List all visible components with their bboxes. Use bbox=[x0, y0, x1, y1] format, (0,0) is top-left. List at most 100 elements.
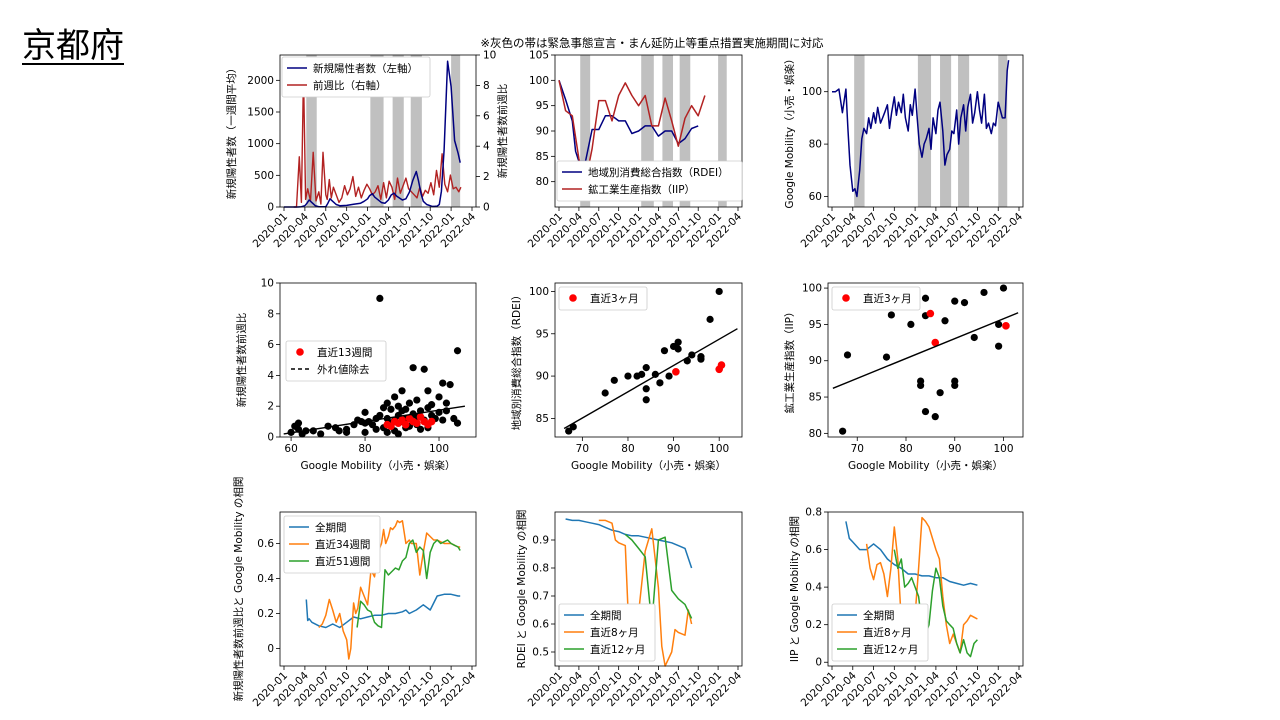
scatter3-ytick-label: 100 bbox=[802, 283, 822, 295]
indices-ytick-label: 105 bbox=[529, 50, 549, 62]
scatter1-point bbox=[428, 401, 436, 409]
cases-ytick-label: 0 bbox=[267, 202, 274, 214]
scatter2-legend-marker bbox=[569, 294, 577, 302]
scatter2-point bbox=[660, 347, 669, 355]
scatter1-point bbox=[446, 381, 454, 389]
scatter2-ylabel: 地域別消費総合指数（RDEI） bbox=[510, 290, 523, 431]
scatter2-point bbox=[656, 379, 664, 387]
scatter2-point bbox=[610, 376, 618, 384]
corr1-ytick-label: 0.6 bbox=[257, 538, 274, 550]
corr2-ytick-label: 0.5 bbox=[532, 647, 549, 659]
scatter3-ytick-label: 95 bbox=[809, 319, 822, 331]
scatter3-xtick-label: 100 bbox=[993, 443, 1013, 455]
chart-scatter3: 70 80 90 100 80 85 90 95 100 鉱工業生産指数（IIP） Google M… bbox=[783, 282, 1024, 472]
corr2-series-0 bbox=[565, 518, 693, 569]
scatter1-point bbox=[435, 393, 443, 401]
corr1-ylabel: 新規陽性者数前週比と Google Mobility の相関 bbox=[232, 477, 245, 702]
scatter1-point bbox=[439, 379, 447, 387]
cases-ytick-label: 6 bbox=[483, 110, 490, 122]
indices-legend-label: 鉱工業生産指数（IIP） bbox=[588, 183, 695, 196]
scatter2-point bbox=[601, 389, 609, 397]
scatter2-ytick-label: 100 bbox=[529, 286, 549, 298]
indices-series-0 bbox=[558, 80, 699, 163]
page-title: 京都府 bbox=[22, 26, 124, 66]
scatter2-point bbox=[624, 372, 632, 380]
corr3-legend-label: 直近8ヶ月 bbox=[863, 626, 912, 639]
mobility-shade-band bbox=[917, 55, 932, 207]
indices-legend-box bbox=[556, 160, 743, 202]
cases-ylabel: 新規陽性者数（一週間平均） bbox=[225, 63, 238, 200]
mobility-ytick-label: 80 bbox=[809, 139, 822, 151]
scatter2-point bbox=[651, 370, 659, 378]
corr1-legend-label: 直近51週間 bbox=[315, 555, 370, 568]
mobility-shade-band bbox=[940, 55, 952, 207]
scatter3-point bbox=[941, 317, 949, 325]
corr3-legend-box bbox=[831, 603, 929, 662]
scatter1-point bbox=[342, 428, 351, 436]
corr3-ytick-label: 0 bbox=[815, 657, 822, 669]
scatter3-recent-point bbox=[926, 309, 935, 318]
scatter1-point bbox=[424, 387, 432, 395]
corr2-ytick-label: 0.6 bbox=[532, 619, 549, 631]
scatter2-recent-point bbox=[672, 368, 680, 376]
scatter3-ytick-label: 80 bbox=[809, 428, 822, 440]
mobility-shade-band bbox=[958, 55, 970, 207]
scatter1-point bbox=[361, 428, 369, 436]
cases-ytick-label: 2000 bbox=[247, 75, 274, 87]
scatter1-xtick-label: 60 bbox=[284, 443, 297, 455]
corr2-ytick-label: 0.9 bbox=[532, 535, 549, 547]
scatter3-frame bbox=[827, 282, 1024, 438]
scatter3-xlabel: Google Mobility（小売・娯楽） bbox=[848, 459, 1003, 472]
corr3-ytick-label: 0.8 bbox=[805, 507, 822, 519]
scatter2-point bbox=[565, 427, 573, 435]
scatter3-point bbox=[931, 413, 939, 421]
scatter2-point bbox=[674, 338, 682, 346]
scatter3-legend-box bbox=[831, 286, 921, 311]
corr1-legend-box bbox=[283, 515, 381, 574]
cases-ytick-label: 1500 bbox=[247, 107, 274, 119]
scatter3-point bbox=[970, 333, 978, 342]
scatter2-point bbox=[697, 353, 705, 361]
cases-ytick-label: 1000 bbox=[247, 138, 274, 150]
scatter2-xtick-label: 80 bbox=[621, 443, 634, 455]
scatter1-point bbox=[383, 428, 391, 436]
scatter1-point bbox=[409, 364, 417, 372]
scatter3-point bbox=[907, 320, 915, 329]
cases-shade-band bbox=[392, 55, 404, 207]
indices-ytick-label: 90 bbox=[536, 126, 549, 138]
scatter1-point bbox=[453, 419, 462, 427]
scatter1-legend-marker bbox=[296, 348, 304, 356]
indices-frame bbox=[554, 54, 743, 208]
indices-ytick-label: 85 bbox=[536, 151, 549, 163]
indices-shade-band bbox=[580, 55, 591, 207]
corr2-ytick-label: 0.7 bbox=[532, 591, 549, 603]
scatter1-point bbox=[317, 430, 325, 438]
scatter2-ytick-label: 95 bbox=[536, 328, 549, 340]
scatter3-recent-point bbox=[931, 338, 940, 347]
scatter3-point bbox=[936, 389, 944, 397]
cases-frame bbox=[279, 54, 477, 208]
corr3-legend-label: 全期間 bbox=[863, 609, 895, 622]
corr2-legend-label: 直近8ヶ月 bbox=[590, 626, 639, 639]
corr3-ylabel: IIP と Google Mobility の相関 bbox=[788, 516, 801, 662]
figure-note: ※灰色の帯は緊急事態宣言・まん延防止等重点措置実施期間に対応 bbox=[480, 36, 824, 50]
mobility-shade-band bbox=[854, 55, 865, 207]
scatter1-point bbox=[383, 399, 391, 407]
cases-legend-label: 前週比（右軸） bbox=[313, 79, 387, 92]
cases-series-count bbox=[284, 60, 461, 208]
corr1-legend-label: 直近34週間 bbox=[315, 538, 370, 551]
scatter1-ytick-label: 8 bbox=[267, 308, 274, 320]
corr3-ytick-label: 0.4 bbox=[805, 582, 822, 594]
scatter1-frame bbox=[279, 282, 477, 438]
corr1-legend-label: 全期間 bbox=[315, 521, 347, 534]
mobility-series bbox=[832, 60, 1010, 198]
scatter3-point bbox=[951, 377, 959, 385]
scatter1-point bbox=[361, 408, 369, 416]
scatter2-point bbox=[674, 345, 682, 353]
scatter1-point bbox=[420, 365, 428, 373]
indices-ytick-label: 95 bbox=[536, 100, 549, 112]
chart-mobility: 2020-012020-042020-072020-102021-012021-… bbox=[783, 53, 1025, 250]
cases-shade-band bbox=[451, 55, 461, 207]
scatter2-point bbox=[715, 287, 723, 296]
